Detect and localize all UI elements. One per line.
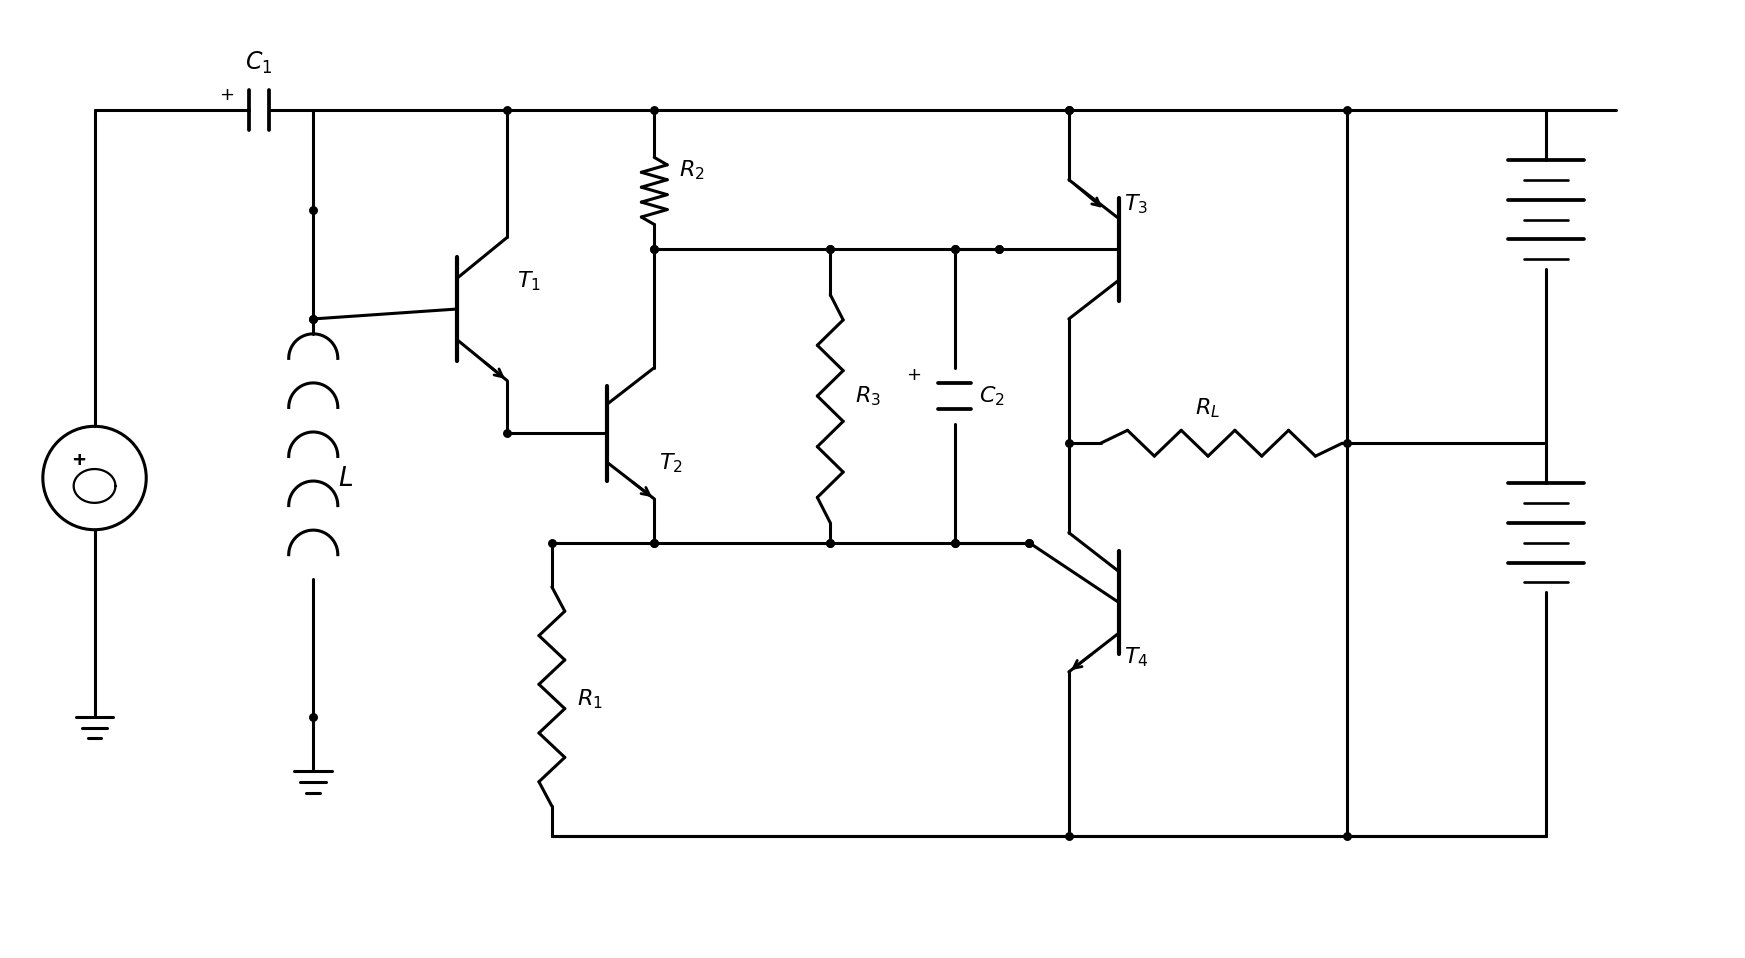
- Text: $R_2$: $R_2$: [679, 158, 705, 182]
- Text: $T_1$: $T_1$: [517, 269, 541, 293]
- Text: +: +: [73, 451, 87, 469]
- Text: $R_3$: $R_3$: [855, 384, 881, 408]
- Text: $L$: $L$: [337, 466, 352, 490]
- Text: $T_2$: $T_2$: [660, 451, 682, 475]
- Text: $T_3$: $T_3$: [1124, 193, 1148, 217]
- Text: $R_1$: $R_1$: [578, 688, 602, 711]
- Text: +: +: [220, 86, 234, 104]
- Text: +: +: [906, 366, 921, 384]
- Text: $R_L$: $R_L$: [1195, 397, 1220, 421]
- Text: +: +: [72, 451, 86, 469]
- Text: $C_2$: $C_2$: [979, 384, 1005, 408]
- Text: $T_4$: $T_4$: [1124, 645, 1148, 669]
- Text: $C_1$: $C_1$: [244, 49, 272, 76]
